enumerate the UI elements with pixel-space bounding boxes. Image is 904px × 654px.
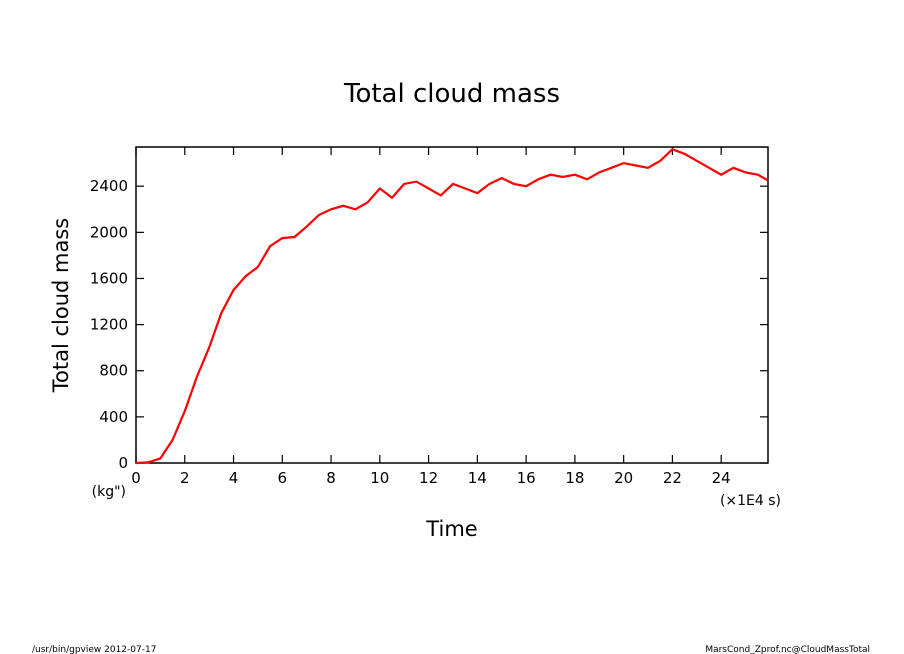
footer-right: MarsCond_Zprof.nc@CloudMassTotal [705, 645, 870, 654]
chart-title: Total cloud mass [343, 79, 560, 109]
x-tick-label: 2 [180, 469, 190, 487]
y-axis-label: Total cloud mass [49, 218, 73, 393]
y-tick-label: 400 [99, 408, 128, 426]
x-tick-label: 4 [229, 469, 239, 487]
x-tick-label: 24 [712, 469, 731, 487]
x-tick-label: 18 [565, 469, 584, 487]
x-tick-label: 8 [326, 469, 336, 487]
y-tick-label: 1200 [90, 316, 128, 334]
x-tick-label: 16 [517, 469, 536, 487]
x-tick-label: 12 [419, 469, 438, 487]
x-tick-label: 22 [663, 469, 682, 487]
footer-left: /usr/bin/gpview 2012-07-17 [32, 645, 156, 654]
y-tick-label: 0 [118, 454, 128, 472]
y-tick-label: 800 [99, 362, 128, 380]
y-tick-label: 2000 [90, 223, 128, 241]
plot-frame [135, 146, 769, 464]
x-unit: (×1E4 s) [720, 493, 781, 509]
y-unit: (kg") [92, 484, 126, 500]
x-tick-label: 6 [278, 469, 288, 487]
x-tick-label: 10 [370, 469, 389, 487]
y-tick-label: 2400 [90, 177, 128, 195]
y-tick-label: 1600 [90, 269, 128, 287]
x-tick-label: 0 [131, 469, 141, 487]
x-tick-label: 20 [614, 469, 633, 487]
data-line [135, 148, 769, 465]
x-tick-label: 14 [468, 469, 487, 487]
x-axis-label: Time [425, 517, 477, 541]
